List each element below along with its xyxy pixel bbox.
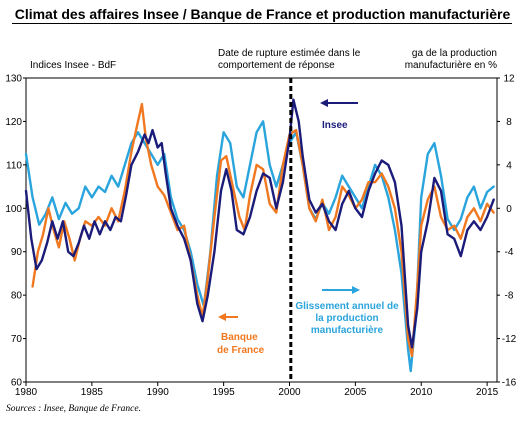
left-tick-label: 120	[5, 117, 22, 128]
right-tick-label: -12	[502, 334, 517, 345]
right-tick-label: 0	[506, 204, 512, 215]
annotations: Indices Insee - BdF ga de la production …	[30, 48, 497, 356]
x-tick-label: 2005	[344, 387, 367, 398]
left-tick-label: 90	[11, 247, 23, 258]
x-tick-label: 2015	[476, 387, 499, 398]
right-tick-label: -8	[505, 291, 514, 302]
series-lines	[24, 78, 495, 382]
left-tick-label: 70	[11, 334, 23, 345]
legend-insee: Insee	[322, 120, 348, 131]
legend-bdf-arrowhead	[218, 313, 226, 321]
legend-bdf-line1: Banque	[221, 332, 258, 343]
break-date-label-line1: Date de rupture estimée dans le	[218, 48, 361, 59]
title-rule	[12, 23, 512, 24]
legend-insee-arrowhead	[320, 99, 328, 107]
legend-prod-line2: la production	[315, 313, 378, 324]
right-tick-label: -4	[505, 247, 514, 258]
source-note: Sources : Insee, Banque de France.	[6, 404, 141, 414]
right-tick-label: 12	[503, 74, 515, 85]
left-tick-label: 110	[6, 160, 22, 171]
x-tick-label: 1990	[147, 387, 170, 398]
right-axis-label-line1: ga de la production	[412, 48, 497, 59]
right-tick-label: 4	[506, 160, 512, 171]
legend-prod-line1: Glissement annuel de	[295, 301, 399, 312]
left-tick-label: 80	[11, 291, 23, 302]
plot-frame	[25, 77, 498, 383]
right-axis-label-line2: manufacturière en %	[405, 60, 497, 71]
left-tick-label: 130	[5, 74, 22, 85]
left-y-axis: 130 120 110 100 90 80 70 60	[5, 74, 26, 389]
right-tick-label: 8	[506, 117, 512, 128]
x-tick-label: 1995	[212, 387, 235, 398]
plot-border	[25, 77, 498, 383]
x-tick-label: 2000	[278, 387, 301, 398]
left-tick-label: 60	[11, 378, 23, 389]
legend-prod-arrowhead	[352, 286, 360, 294]
chart-title: Climat des affaires Insee / Banque de Fr…	[14, 6, 511, 22]
x-tick-label: 2010	[410, 387, 433, 398]
left-tick-label: 100	[5, 204, 22, 215]
legend-prod-line3: manufacturière	[311, 325, 384, 336]
legend-bdf-line2: de France	[217, 345, 265, 356]
left-axis-label: Indices Insee - BdF	[30, 60, 116, 71]
series-line	[24, 98, 495, 349]
right-y-axis: 12 8 4 0 -4 -8 -12 -16	[497, 74, 517, 389]
x-tick-label: 1985	[81, 387, 104, 398]
x-axis: 1980 1985 1990 1995 2000 2005 2010 2015	[15, 382, 499, 398]
x-tick-label: 1980	[15, 387, 38, 398]
right-tick-label: -16	[502, 378, 517, 389]
break-date-label-line2: comportement de réponse	[218, 60, 335, 71]
